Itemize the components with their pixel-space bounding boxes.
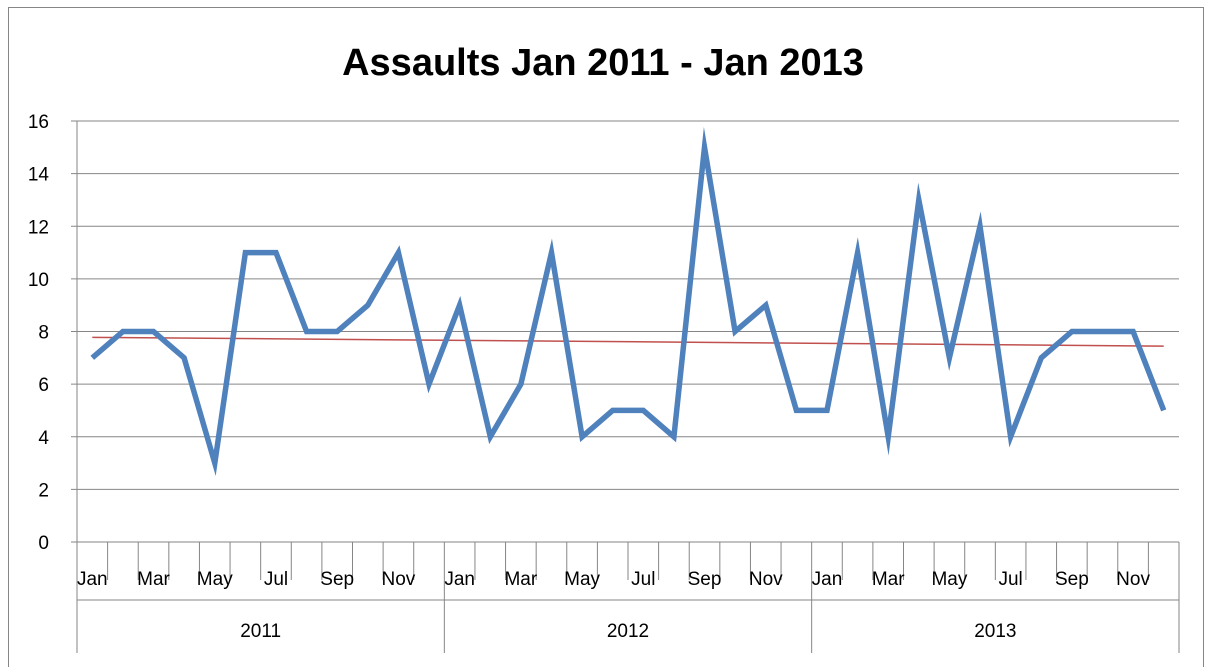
x-tick-label: May bbox=[197, 569, 233, 590]
year-label: 2013 bbox=[974, 621, 1016, 642]
year-label: 2011 bbox=[240, 621, 281, 642]
x-tick-label: Jan bbox=[77, 569, 108, 590]
trendline-group bbox=[92, 337, 1163, 346]
x-tick-label: Mar bbox=[137, 569, 170, 590]
line-chart: 0 2 4 6 8 10 12 14 16 Jan Mar May Jul Sep Nov Jan Mar Ma… bbox=[0, 0, 1206, 653]
series-line bbox=[92, 147, 1163, 463]
x-tick-label: Mar bbox=[872, 569, 905, 590]
y-tick-label: 2 bbox=[38, 480, 49, 501]
x-axis: Jan Mar May Jul Sep Nov Jan Mar May Jul Sep Nov Jan M… bbox=[77, 121, 1179, 653]
x-tick-label: Jul bbox=[998, 569, 1022, 590]
x-tick-label: May bbox=[931, 569, 967, 590]
x-tick-label: Jan bbox=[444, 569, 475, 590]
x-tick-label: Sep bbox=[320, 569, 354, 590]
y-tick-label: 4 bbox=[38, 428, 49, 449]
x-tick-label: Mar bbox=[504, 569, 537, 590]
y-tick-label: 14 bbox=[28, 165, 50, 186]
x-tick-label: May bbox=[564, 569, 600, 590]
series-group bbox=[92, 147, 1164, 463]
y-tick-label: 0 bbox=[38, 533, 49, 554]
y-tick-label: 16 bbox=[28, 112, 49, 133]
x-tick-label: Sep bbox=[1055, 569, 1089, 590]
x-tick-label: Nov bbox=[749, 569, 783, 590]
y-axis-ticks: 0 2 4 6 8 10 12 14 16 bbox=[28, 112, 77, 554]
x-tick-label: Jan bbox=[812, 569, 843, 590]
y-tick-label: 10 bbox=[28, 270, 49, 291]
trendline bbox=[92, 337, 1163, 346]
y-tick-label: 8 bbox=[38, 323, 49, 344]
year-label: 2012 bbox=[607, 621, 649, 642]
x-tick-label: Jul bbox=[631, 569, 655, 590]
x-tick-label: Nov bbox=[382, 569, 416, 590]
x-tick-label: Nov bbox=[1116, 569, 1150, 590]
y-tick-label: 12 bbox=[28, 217, 49, 238]
x-tick-label: Jul bbox=[264, 569, 288, 590]
y-tick-label: 6 bbox=[38, 375, 49, 396]
x-tick-label: Sep bbox=[688, 569, 722, 590]
